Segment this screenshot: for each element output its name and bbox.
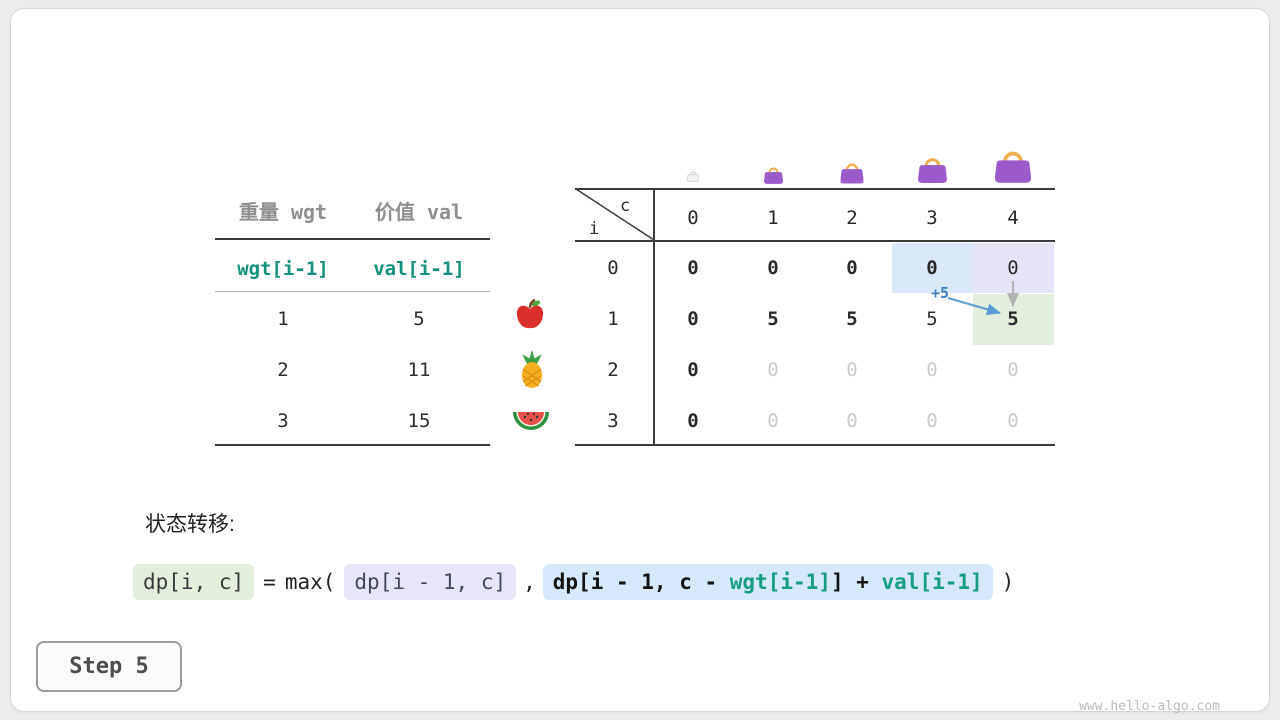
dp-bottom-divider xyxy=(575,444,1055,446)
dp-col-header: 1 xyxy=(767,207,779,229)
item-row-weight: 1 xyxy=(277,308,289,330)
state-transition-heading: 状态转移: xyxy=(145,513,235,536)
items-weight-header: 重量 wgt xyxy=(238,200,328,224)
dp-cell: 0 xyxy=(687,308,699,330)
site-url[interactable]: www.hello-algo.com xyxy=(1079,699,1220,714)
bag-icon-size-3 xyxy=(915,151,950,189)
bag-icon-empty xyxy=(686,167,700,186)
watermelon-icon xyxy=(512,407,550,437)
dp-cell: 0 xyxy=(846,410,858,432)
corner-diagonal-divider xyxy=(575,188,655,245)
formula-equals: = xyxy=(263,570,276,594)
formula-arg1-chip: dp[i - 1, c] xyxy=(344,564,517,600)
formula-close-paren: ) xyxy=(1001,570,1015,594)
corner-col-var: c xyxy=(620,196,631,216)
bag-icon-size-4 xyxy=(991,143,1035,189)
state-transition-formula: dp[i, c] = max( dp[i - 1, c] , dp[i - 1,… xyxy=(133,560,1023,604)
dp-cell: 0 xyxy=(687,359,699,381)
cell-highlight-blue xyxy=(892,243,973,293)
dp-cell-source-blue: 0 xyxy=(926,257,938,279)
dp-header-divider xyxy=(575,240,1055,242)
dp-cell: 0 xyxy=(687,257,699,279)
dp-cell: 0 xyxy=(926,410,938,432)
formula-comma: , xyxy=(523,570,536,594)
formula-max-open: max( xyxy=(284,570,336,594)
dp-row-header: 0 xyxy=(607,257,619,279)
dp-col-header: 0 xyxy=(687,207,699,229)
item-row-weight: 2 xyxy=(277,359,289,381)
formula-arg2-val: val[i-1] xyxy=(881,570,983,594)
dp-row-label-divider xyxy=(653,189,655,446)
dp-cell: 0 xyxy=(846,257,858,279)
step-button-label: Step 5 xyxy=(69,654,149,679)
dp-cell: 0 xyxy=(687,410,699,432)
item-row-value: 5 xyxy=(413,308,425,330)
item-row-value: 15 xyxy=(407,410,431,432)
dp-cell: 0 xyxy=(1007,410,1019,432)
dp-cell: 0 xyxy=(1007,359,1019,381)
dp-cell: 0 xyxy=(846,359,858,381)
apple-icon xyxy=(515,298,545,334)
items-value-header: 价值 val xyxy=(374,200,464,224)
items-header-divider xyxy=(215,238,490,240)
dp-col-header: 2 xyxy=(846,207,858,229)
plus-value-annotation: +5 xyxy=(930,284,950,302)
dp-col-header: 3 xyxy=(926,207,938,229)
dp-cell: 0 xyxy=(767,410,779,432)
dp-cell: 0 xyxy=(767,257,779,279)
items-var-divider xyxy=(215,291,490,292)
dp-col-header: 4 xyxy=(1007,207,1019,229)
items-bottom-divider xyxy=(215,444,490,446)
dp-row-header: 1 xyxy=(607,308,619,330)
items-val-var: val[i-1] xyxy=(373,258,465,280)
bag-icon-size-2 xyxy=(838,158,866,189)
dp-cell-source-lavender: 0 xyxy=(1007,257,1019,279)
dp-top-divider xyxy=(575,188,1055,190)
dp-cell: 5 xyxy=(767,308,779,330)
item-row-value: 11 xyxy=(407,359,431,381)
dp-cell: 5 xyxy=(846,308,858,330)
dp-cell: 0 xyxy=(926,359,938,381)
step-button[interactable]: Step 5 xyxy=(36,641,182,692)
dp-row-header: 2 xyxy=(607,359,619,381)
formula-arg2-prefix: dp[i - 1, c - xyxy=(552,570,730,594)
formula-lhs-chip: dp[i, c] xyxy=(133,564,255,600)
formula-arg2-chip: dp[i - 1, c - wgt[i-1]] + val[i-1] xyxy=(542,564,993,600)
pineapple-icon xyxy=(518,349,546,393)
bag-icon-size-1 xyxy=(762,163,785,189)
formula-arg2-mid: ] + xyxy=(830,570,882,594)
corner-row-var: i xyxy=(589,219,600,239)
dp-cell: 0 xyxy=(767,359,779,381)
items-wgt-var: wgt[i-1] xyxy=(237,258,329,280)
formula-arg2-wgt: wgt[i-1] xyxy=(729,570,831,594)
dp-row-header: 3 xyxy=(607,410,619,432)
dp-cell: 5 xyxy=(926,308,938,330)
dp-cell-target-green: 5 xyxy=(1007,308,1019,330)
item-row-weight: 3 xyxy=(277,410,289,432)
